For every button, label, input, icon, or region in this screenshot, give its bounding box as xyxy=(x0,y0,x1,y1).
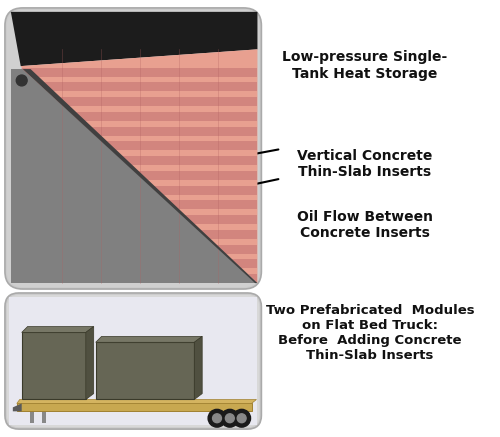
Bar xyxy=(9,297,258,425)
Polygon shape xyxy=(20,49,258,283)
Circle shape xyxy=(237,414,246,423)
Bar xyxy=(30,411,34,423)
Polygon shape xyxy=(102,141,258,150)
Bar xyxy=(17,403,252,411)
Polygon shape xyxy=(11,12,258,66)
Polygon shape xyxy=(199,230,258,239)
Circle shape xyxy=(233,409,250,427)
Circle shape xyxy=(16,75,27,86)
Polygon shape xyxy=(118,156,258,165)
Polygon shape xyxy=(232,259,258,268)
Polygon shape xyxy=(21,68,258,76)
Text: Low-pressure Single-
Tank Heat Storage: Low-pressure Single- Tank Heat Storage xyxy=(282,50,448,80)
FancyBboxPatch shape xyxy=(7,295,260,427)
Polygon shape xyxy=(248,274,258,283)
Polygon shape xyxy=(215,245,258,253)
Polygon shape xyxy=(13,403,22,411)
Circle shape xyxy=(221,409,238,427)
Text: Oil Flow Between
Concrete Inserts: Oil Flow Between Concrete Inserts xyxy=(297,210,433,240)
FancyBboxPatch shape xyxy=(7,10,260,287)
Polygon shape xyxy=(166,200,258,209)
Polygon shape xyxy=(194,336,202,399)
Polygon shape xyxy=(183,215,258,224)
Text: Two Prefabricated  Modules
on Flat Bed Truck:
Before  Adding Concrete
Thin-Slab : Two Prefabricated Modules on Flat Bed Tr… xyxy=(266,304,474,362)
Polygon shape xyxy=(96,336,202,342)
Polygon shape xyxy=(37,82,258,91)
Polygon shape xyxy=(86,127,258,135)
Polygon shape xyxy=(17,399,256,403)
FancyBboxPatch shape xyxy=(5,293,262,429)
Text: Vertical Concrete
Thin-Slab Inserts: Vertical Concrete Thin-Slab Inserts xyxy=(298,149,432,179)
Polygon shape xyxy=(54,97,258,106)
Polygon shape xyxy=(11,69,258,283)
Polygon shape xyxy=(22,326,94,333)
Bar xyxy=(22,333,86,399)
Polygon shape xyxy=(70,112,258,121)
FancyBboxPatch shape xyxy=(5,8,262,289)
Circle shape xyxy=(212,414,222,423)
Polygon shape xyxy=(134,171,258,180)
Polygon shape xyxy=(86,326,94,399)
Circle shape xyxy=(208,409,226,427)
Polygon shape xyxy=(150,186,258,194)
Bar xyxy=(96,342,194,399)
Circle shape xyxy=(226,414,234,423)
Polygon shape xyxy=(22,69,258,283)
Bar xyxy=(42,411,46,423)
